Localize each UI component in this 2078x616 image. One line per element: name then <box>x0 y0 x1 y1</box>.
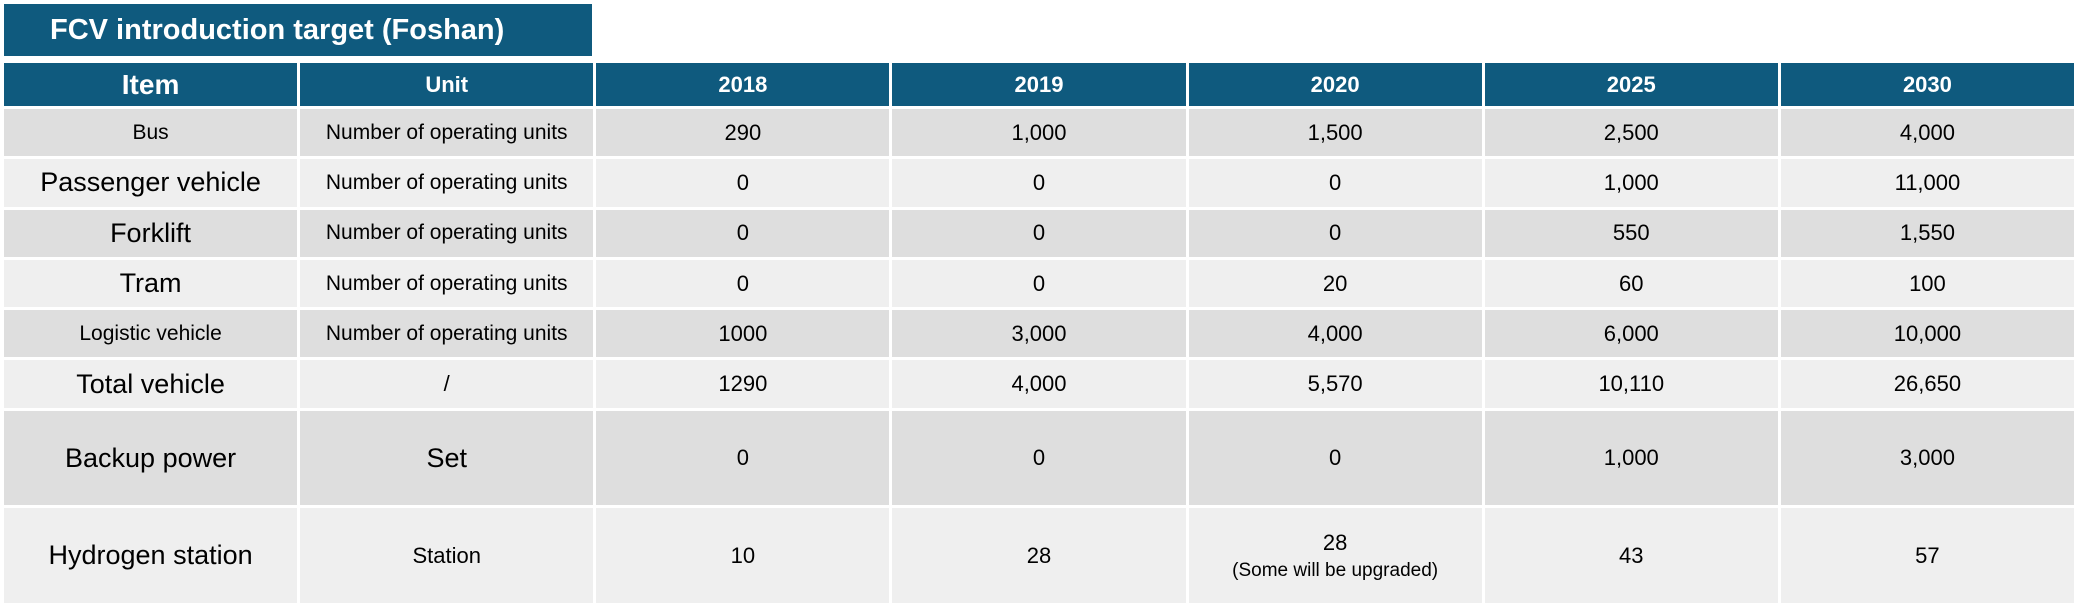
table-row: Bus Number of operating units 290 1,000 … <box>4 109 2074 157</box>
header-year-2020: 2020 <box>1188 63 1482 106</box>
cell-value: 4,000 <box>892 360 1186 408</box>
cell-value: 0 <box>596 259 890 308</box>
table-row: Total vehicle / 1290 4,000 5,570 10,110 … <box>4 360 2074 408</box>
row-item: Tram <box>4 259 298 308</box>
row-unit: Number of operating units <box>300 109 594 157</box>
row-unit: Number of operating units <box>300 209 594 257</box>
cell-value: 57 <box>1780 508 2074 603</box>
header-unit: Unit <box>300 63 594 106</box>
cell-value: 1,000 <box>1484 410 1778 506</box>
cell-value: 0 <box>892 410 1186 506</box>
cell-value: 43 <box>1484 508 1778 603</box>
cell-value: 5,570 <box>1188 360 1482 408</box>
cell-value: 26,650 <box>1780 360 2074 408</box>
cell-value: 100 <box>1780 259 2074 308</box>
cell-value: 60 <box>1484 259 1778 308</box>
table-row: Tram Number of operating units 0 0 20 60… <box>4 259 2074 308</box>
cell-note: (Some will be upgraded) <box>1232 559 1439 581</box>
cell-value: 6,000 <box>1484 310 1778 358</box>
row-item: Passenger vehicle <box>4 159 298 207</box>
cell-value: 1,550 <box>1780 209 2074 257</box>
row-item: Bus <box>4 109 298 157</box>
cell-value: 0 <box>1188 209 1482 257</box>
cell-value: 1290 <box>596 360 890 408</box>
cell-value: 0 <box>596 209 890 257</box>
table-row: Passenger vehicle Number of operating un… <box>4 159 2074 207</box>
table-row: Backup power Set 0 0 0 1,000 3,000 <box>4 410 2074 506</box>
row-unit: Number of operating units <box>300 310 594 358</box>
cell-value: 28 <box>1322 529 1348 555</box>
cell-value: 0 <box>596 410 890 506</box>
page-title: FCV introduction target (Foshan) <box>4 4 592 56</box>
cell-value: 11,000 <box>1780 159 2074 207</box>
cell-value: 3,000 <box>892 310 1186 358</box>
fcv-target-table: Item Unit 2018 2019 2020 2025 2030 Bus N… <box>4 63 2074 609</box>
header-year-2019: 2019 <box>892 63 1186 106</box>
cell-value: 290 <box>596 109 890 157</box>
cell-value: 1,000 <box>892 109 1186 157</box>
row-unit: Number of operating units <box>300 159 594 207</box>
row-item: Backup power <box>4 410 298 506</box>
cell-value: 4,000 <box>1188 310 1482 358</box>
row-item: Forklift <box>4 209 298 257</box>
table-row: Logistic vehicle Number of operating uni… <box>4 310 2074 358</box>
cell-value: 3,000 <box>1780 410 2074 506</box>
data-table: Item Unit 2018 2019 2020 2025 2030 Bus N… <box>1 60 2077 606</box>
header-year-2018: 2018 <box>596 63 890 106</box>
cell-value-with-note: 28 (Some will be upgraded) <box>1188 508 1482 603</box>
row-item: Logistic vehicle <box>4 310 298 358</box>
cell-value: 10,110 <box>1484 360 1778 408</box>
cell-value: 0 <box>892 159 1186 207</box>
table-row: Forklift Number of operating units 0 0 0… <box>4 209 2074 257</box>
cell-value: 1000 <box>596 310 890 358</box>
cell-value: 0 <box>892 259 1186 308</box>
row-unit: Station <box>300 508 594 603</box>
header-year-2025: 2025 <box>1484 63 1778 106</box>
header-row: Item Unit 2018 2019 2020 2025 2030 <box>4 63 2074 106</box>
cell-value: 0 <box>1188 159 1482 207</box>
cell-value: 0 <box>892 209 1186 257</box>
row-unit: / <box>300 360 594 408</box>
cell-value: 0 <box>596 159 890 207</box>
row-item: Total vehicle <box>4 360 298 408</box>
cell-value: 0 <box>1188 410 1482 506</box>
cell-value: 28 <box>892 508 1186 603</box>
row-unit: Number of operating units <box>300 259 594 308</box>
row-unit: Set <box>300 410 594 506</box>
cell-value: 1,500 <box>1188 109 1482 157</box>
cell-value: 4,000 <box>1780 109 2074 157</box>
table-row: Hydrogen station Station 10 28 28 (Some … <box>4 508 2074 603</box>
row-item: Hydrogen station <box>4 508 298 603</box>
header-year-2030: 2030 <box>1780 63 2074 106</box>
header-item: Item <box>4 63 298 106</box>
cell-value: 10,000 <box>1780 310 2074 358</box>
cell-value: 1,000 <box>1484 159 1778 207</box>
cell-value: 10 <box>596 508 890 603</box>
cell-value: 2,500 <box>1484 109 1778 157</box>
cell-value: 20 <box>1188 259 1482 308</box>
cell-value: 550 <box>1484 209 1778 257</box>
